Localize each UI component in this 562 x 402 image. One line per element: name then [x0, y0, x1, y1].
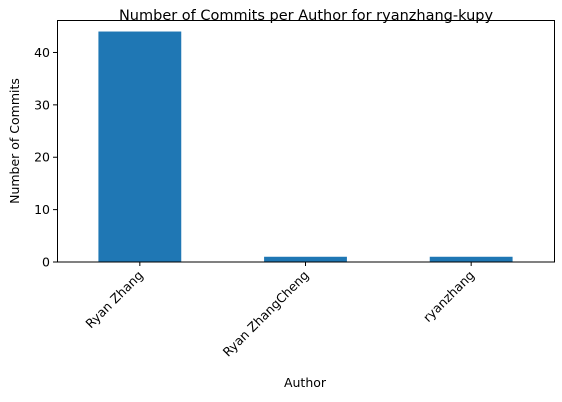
plot-frame	[57, 20, 555, 263]
bars-layer	[98, 31, 513, 263]
x-axis: Ryan Zhang Ryan ZhangCheng ryanzhang	[82, 262, 477, 360]
x-tick-label-1: Ryan ZhangCheng	[220, 268, 312, 360]
chart-title: Number of Commits per Author for ryanzha…	[119, 8, 494, 24]
x-tick-label-0: Ryan Zhang	[82, 268, 146, 332]
x-tick-label-2: ryanzhang	[420, 268, 477, 325]
y-tick-label-3: 30	[34, 97, 50, 112]
bar-1	[264, 256, 347, 262]
y-axis-label: Number of Commits	[7, 78, 22, 204]
bar-2	[429, 256, 513, 262]
y-tick-label-2: 20	[34, 150, 50, 165]
y-tick-label-4: 40	[34, 45, 50, 60]
x-axis-label: Author	[284, 375, 327, 390]
y-tick-label-0: 0	[42, 255, 50, 270]
y-tick-label-1: 10	[34, 202, 50, 217]
y-axis: 0 10 20 30 40	[34, 45, 57, 270]
bar-0	[98, 31, 182, 263]
